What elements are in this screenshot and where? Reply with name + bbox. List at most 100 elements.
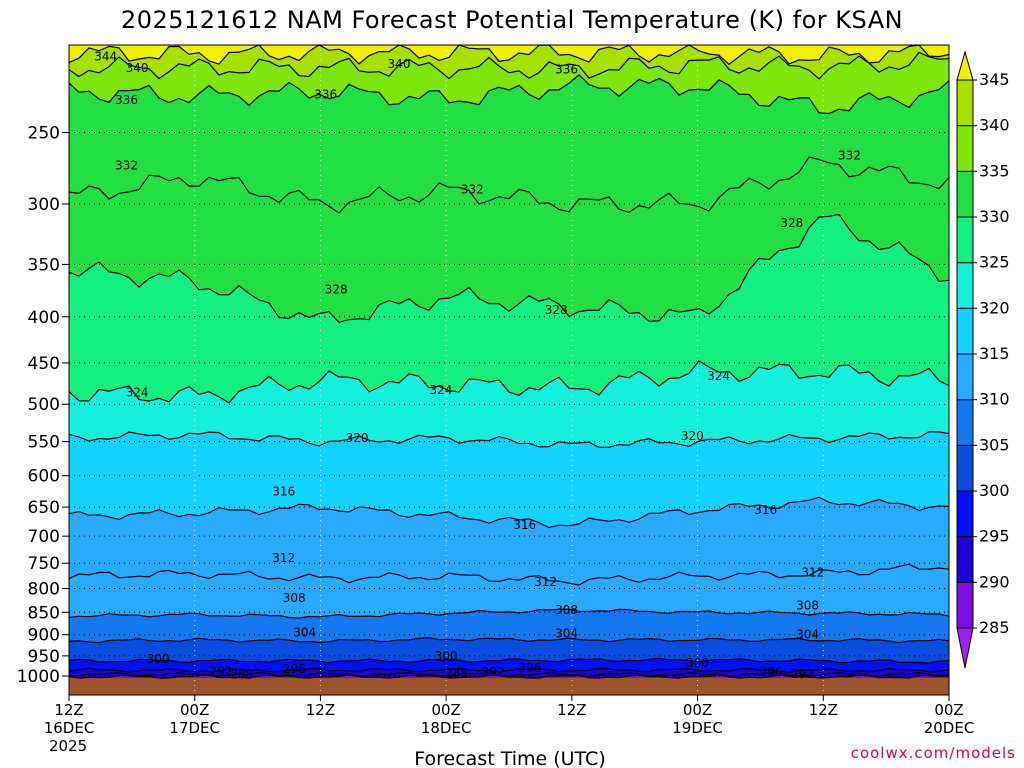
contour-label: 316 [513, 518, 536, 532]
contour-line-328 [68, 213, 950, 324]
x-tick-label: 2025 [49, 737, 87, 755]
y-tick-label: 400 [28, 308, 60, 328]
contour-line-312 [68, 563, 950, 586]
y-tick-label: 900 [28, 626, 60, 646]
colorbar-segment [956, 79, 974, 127]
colorbar-segment [956, 216, 974, 264]
contour-line-344 [68, 44, 950, 66]
colorbar-segment [956, 536, 974, 583]
contour-label: 304 [796, 628, 819, 642]
contour-label: 332 [115, 159, 138, 173]
x-tick-label: 00Z [934, 701, 963, 719]
contour-label: 300 [435, 649, 458, 663]
contour-label: 324 [429, 383, 452, 397]
y-tick-label: 1000 [17, 667, 60, 687]
contour-line-304 [68, 637, 950, 644]
x-tick-label: 12Z [306, 701, 335, 719]
y-tick-label: 250 [28, 123, 60, 143]
chart-title: 2025121612 NAM Forecast Potential Temper… [121, 6, 903, 34]
colorbar-segment [956, 170, 974, 218]
contour-label: 332 [461, 182, 484, 196]
colorbar-label: 315 [979, 344, 1010, 363]
credit-link[interactable]: coolwx.com/models [851, 744, 1016, 762]
y-tick-label: 650 [28, 498, 60, 518]
surface-ground [69, 678, 949, 695]
x-tick-label: 00Z [683, 701, 712, 719]
colorbar-label: 330 [979, 207, 1010, 226]
colorbar-segment [956, 444, 974, 492]
y-tick-label: 700 [28, 527, 60, 547]
contour-label: 308 [283, 591, 306, 605]
contour-label: 300 [686, 656, 709, 670]
x-tick-label: 19DEC [672, 719, 723, 737]
contour-label: 336 [555, 63, 578, 77]
x-tick-label: 20DEC [924, 719, 975, 737]
contour-lines-layer [68, 44, 950, 679]
contour-label: 288 [445, 666, 468, 680]
contour-label: 304 [293, 626, 316, 640]
y-tick-label: 500 [28, 395, 60, 415]
contour-label: 324 [126, 385, 149, 399]
x-axis-label: Forecast Time (UTC) [414, 748, 605, 768]
contour-label: 312 [534, 575, 557, 589]
contour-label: 292 [791, 667, 814, 681]
colorbar-label: 345 [979, 70, 1010, 89]
y-tick-label: 950 [28, 647, 60, 667]
contour-labels-layer: 344 340 340 336 336 336 332 332 332 328 328 328 324 3… [94, 50, 861, 682]
x-tick-label: 12Z [809, 701, 838, 719]
contour-line-300 [68, 657, 950, 664]
contour-line-320 [68, 430, 950, 449]
y-tick-label: 550 [28, 433, 60, 453]
contour-label: 316 [272, 485, 295, 499]
colorbar-label: 335 [979, 161, 1010, 180]
contour-label: 288 [230, 667, 253, 681]
contour-label: 328 [780, 216, 803, 230]
y-tick-label: 850 [28, 603, 60, 623]
contour-line-316 [68, 496, 950, 529]
contour-label: 296 [518, 661, 541, 675]
y-tick-label: 800 [28, 580, 60, 600]
contour-line-332 [68, 156, 950, 214]
y-tick-label: 300 [28, 195, 60, 215]
colorbar-segment [956, 581, 974, 629]
contour-label: 292 [209, 664, 232, 678]
contour-label: 296 [759, 665, 782, 679]
x-tick-label: 17DEC [169, 719, 220, 737]
contour-label: 308 [796, 598, 819, 612]
colorbar-segment [956, 353, 974, 401]
colorbar-segment [956, 125, 974, 172]
contour-line-292 [68, 671, 950, 677]
x-tick-label: 16DEC [44, 719, 95, 737]
y-tick-label: 350 [28, 255, 60, 275]
contour-label: 316 [754, 503, 777, 517]
x-tick-label: 18DEC [421, 719, 472, 737]
contour-label: 336 [314, 88, 337, 102]
x-tick-label: 00Z [180, 701, 209, 719]
y-tick-label: 450 [28, 354, 60, 374]
colorbar-label: 340 [979, 116, 1010, 135]
contour-label: 332 [838, 148, 861, 162]
colorbar-segment [956, 399, 974, 446]
contour-line-340 [68, 51, 950, 80]
y-tick-label: 600 [28, 467, 60, 487]
colorbar-label: 290 [979, 572, 1010, 591]
contour-label: 324 [707, 369, 730, 383]
contour-label: 320 [346, 431, 369, 445]
colorbar-segment [956, 262, 974, 309]
colorbar-label: 300 [979, 481, 1010, 500]
contour-label: 308 [555, 603, 578, 617]
contour-label: 292 [482, 665, 505, 679]
contour-label: 312 [801, 566, 824, 580]
x-tick-label: 12Z [557, 701, 586, 719]
contour-line-336 [68, 73, 950, 115]
contour-label: 340 [388, 57, 411, 71]
colorbar-label: 295 [979, 527, 1010, 546]
plot-frame [68, 44, 950, 696]
colorbar-bottom-arrow [956, 627, 974, 669]
contour-label: 296 [283, 662, 306, 676]
x-tick-label: 00Z [431, 701, 460, 719]
y-tick-label: 750 [28, 554, 60, 574]
y-axis-ticks: 250 300 350 400 450 500 550 600 650 700 750 800 850 9… [17, 123, 69, 687]
colorbar-segment [956, 307, 974, 355]
